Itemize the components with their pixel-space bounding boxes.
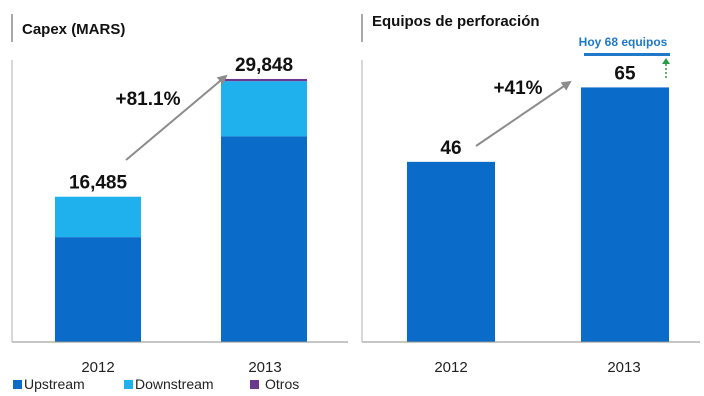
capex-bar-2013-downstream	[221, 81, 307, 137]
capex-total-2013: 29,848	[235, 55, 293, 76]
capex-bar-2013-upstream	[221, 136, 307, 342]
rigs-growth-label: +41%	[493, 78, 542, 99]
legend-label-downstream: Downstream	[135, 376, 214, 392]
rigs-tick-2013: 2013	[607, 359, 640, 376]
rigs-title: Equipos de perforación	[372, 13, 540, 30]
legend: Upstream Downstream Otros	[13, 376, 299, 392]
capex-tick-2012: 2012	[81, 359, 114, 376]
legend-swatch-downstream	[124, 380, 133, 389]
capex-bar-2012-upstream	[55, 237, 141, 342]
capex-growth-label: +81.1%	[116, 89, 181, 110]
rigs-bar-2012	[407, 161, 495, 342]
rigs-annotation-text: Hoy 68 equipos	[579, 35, 668, 49]
capex-bars	[55, 78, 307, 342]
legend-swatch-otros	[250, 380, 259, 389]
rigs-annotation-line	[584, 53, 670, 56]
rigs-value-2012: 46	[440, 138, 461, 159]
legend-label-upstream: Upstream	[24, 376, 85, 392]
rigs-value-2013: 65	[614, 63, 636, 84]
legend-swatch-upstream	[13, 380, 22, 389]
capex-bar-2012-downstream	[55, 196, 141, 238]
rigs-bar-2013	[581, 87, 669, 343]
legend-label-otros: Otros	[265, 376, 299, 392]
capex-tick-2013: 2013	[248, 359, 281, 376]
rigs-annotation-arrowhead	[662, 58, 670, 64]
capex-total-2012: 16,485	[69, 173, 128, 194]
capex-growth-arrow	[125, 74, 228, 161]
rigs-growth-arrow	[475, 80, 572, 147]
capex-bar-2013-otros	[221, 78, 307, 82]
rigs-bars	[407, 87, 669, 343]
rigs-tick-2012: 2012	[434, 359, 467, 376]
capex-title: Capex (MARS)	[22, 21, 125, 38]
